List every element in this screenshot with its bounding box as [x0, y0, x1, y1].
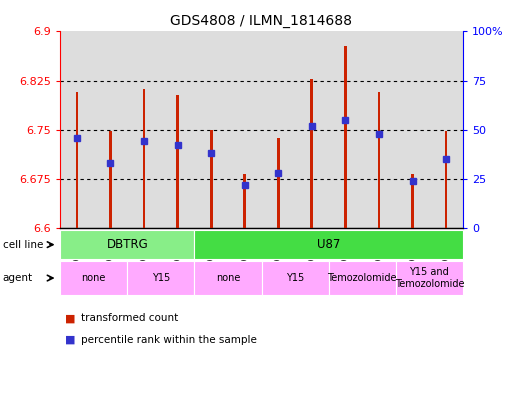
Text: ■: ■: [65, 313, 76, 323]
Bar: [429, 31, 463, 228]
Bar: [109, 131, 112, 228]
Text: percentile rank within the sample: percentile rank within the sample: [81, 335, 257, 345]
Bar: [277, 138, 280, 228]
Bar: [228, 31, 262, 228]
Text: U87: U87: [317, 238, 340, 251]
Text: DBTRG: DBTRG: [106, 238, 148, 251]
Text: ■: ■: [65, 335, 76, 345]
Bar: [262, 31, 295, 228]
Text: Y15: Y15: [286, 273, 304, 283]
Text: agent: agent: [3, 273, 33, 283]
Bar: [243, 174, 246, 228]
Bar: [60, 31, 94, 228]
Bar: [143, 89, 145, 228]
Text: none: none: [216, 273, 240, 283]
Text: none: none: [82, 273, 106, 283]
Text: Y15: Y15: [152, 273, 170, 283]
Bar: [210, 130, 212, 228]
Bar: [396, 31, 429, 228]
Text: GDS4808 / ILMN_1814688: GDS4808 / ILMN_1814688: [170, 14, 353, 28]
Text: Y15 and
Temozolomide: Y15 and Temozolomide: [394, 267, 464, 289]
Bar: [411, 174, 414, 228]
Bar: [195, 31, 228, 228]
Text: cell line: cell line: [3, 240, 43, 250]
Bar: [328, 31, 362, 228]
Bar: [378, 92, 380, 228]
Text: Temozolomide: Temozolomide: [327, 273, 397, 283]
Text: transformed count: transformed count: [81, 313, 178, 323]
Bar: [362, 31, 396, 228]
Bar: [76, 92, 78, 228]
Bar: [445, 131, 447, 228]
Bar: [344, 46, 347, 228]
Bar: [127, 31, 161, 228]
Bar: [161, 31, 195, 228]
Bar: [295, 31, 328, 228]
Bar: [311, 79, 313, 228]
Bar: [176, 95, 179, 228]
Bar: [94, 31, 127, 228]
